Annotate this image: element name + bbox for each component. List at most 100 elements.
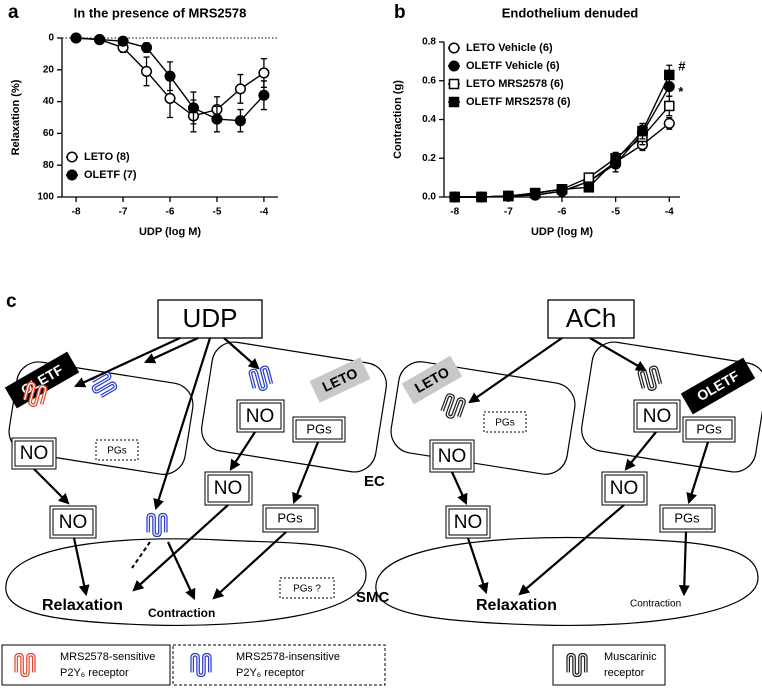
- x-tick-label: -4: [259, 207, 268, 218]
- contraction-label: Contraction: [630, 599, 681, 610]
- receptor-icon: [439, 392, 467, 422]
- no-label: NO: [610, 478, 639, 499]
- agonist-box: [547, 299, 635, 339]
- marker: [449, 191, 460, 203]
- marker: [211, 113, 223, 125]
- legend-label: OLETF Vehicle (6): [466, 60, 560, 72]
- pgs-box: [279, 577, 335, 599]
- y-tick-label: 20: [43, 64, 55, 75]
- panel-label: b: [394, 2, 406, 23]
- pgs-label: PGs: [306, 421, 332, 436]
- no-label: NO: [59, 512, 88, 533]
- endothelial-cell: [390, 361, 576, 475]
- x-tick-label: -7: [119, 207, 128, 218]
- marker: [556, 184, 568, 195]
- smooth-muscle-cell: [5, 538, 367, 626]
- no-label: NO: [214, 478, 243, 499]
- pgs-box: [483, 411, 527, 433]
- legend-label: LETO MRS2578 (6): [466, 78, 564, 90]
- legend-box: [1, 644, 171, 686]
- strain-tag: [309, 357, 371, 403]
- y-tick-label: 0.6: [422, 75, 436, 86]
- legend-box: [552, 644, 666, 686]
- no-boxes: [11, 399, 681, 539]
- marker: [117, 35, 129, 47]
- legend-box: [172, 644, 386, 686]
- legend-label: LETO Vehicle (6): [466, 42, 553, 54]
- relaxation-label: Relaxation: [42, 597, 123, 614]
- endothelial-cell: [201, 341, 387, 473]
- legend-label: P2Y₆ receptor: [60, 667, 129, 679]
- pgs-label: PGs: [107, 446, 126, 457]
- series-line: [454, 74, 670, 198]
- y-tick-label: 0: [48, 33, 54, 44]
- y-axis-label: Contraction (g): [392, 80, 404, 159]
- annotation: *: [678, 84, 684, 99]
- x-tick-label: -7: [504, 207, 513, 218]
- charts: a In the presence of MRS2578 UDP (log M) Re…: [8, 2, 686, 238]
- y-axis-label: Relaxation (%): [10, 79, 22, 155]
- agonist: ACh: [566, 303, 617, 333]
- no-label: NO: [454, 512, 483, 533]
- x-axis-label: UDP (log M): [531, 226, 593, 238]
- marker: [503, 190, 514, 202]
- legend-label: OLETF (7): [84, 169, 137, 181]
- receptor-icon: [636, 364, 664, 394]
- no-label: NO: [643, 406, 672, 427]
- y-tick-label: 100: [37, 192, 54, 203]
- series-line: [454, 105, 670, 198]
- receptor-icon: [87, 370, 119, 400]
- receptor-icon: [566, 652, 588, 678]
- x-tick-label: -4: [665, 207, 674, 218]
- pgs-label: PGs: [277, 510, 303, 525]
- x-tick-label: -8: [450, 207, 459, 218]
- marker: [70, 32, 82, 44]
- marker: [664, 69, 675, 81]
- panel-label: c: [6, 291, 17, 312]
- x-tick-label: -6: [166, 207, 175, 218]
- marker: [664, 100, 675, 112]
- x-tick-label: -5: [611, 207, 620, 218]
- marker: [637, 125, 648, 137]
- marker: [476, 191, 487, 203]
- chart-title: Endothelium denuded: [502, 5, 639, 20]
- ec-label: EC: [364, 473, 385, 490]
- y-tick-label: 0.4: [422, 114, 436, 125]
- y-tick-label: 0.2: [422, 153, 436, 164]
- smooth-muscle-cell: [375, 536, 759, 626]
- marker: [94, 34, 106, 46]
- marker: [140, 41, 153, 54]
- marker: [234, 115, 246, 127]
- no-label: NO: [246, 406, 275, 427]
- marker: [140, 65, 153, 77]
- marker: [187, 102, 200, 114]
- no-label: NO: [20, 443, 49, 464]
- marker: [529, 187, 541, 199]
- y-tick-label: 0.8: [422, 37, 436, 48]
- marker: [583, 182, 595, 193]
- agonist-box: [157, 299, 263, 339]
- marker: [258, 67, 270, 79]
- relaxation-label: Relaxation: [476, 597, 557, 614]
- legend-label: MRS2578-sensitive: [60, 651, 155, 663]
- y-tick-label: 0.0: [422, 192, 436, 203]
- x-tick-label: -5: [213, 207, 222, 218]
- receptor-icon: [190, 652, 212, 678]
- strain-tag: [401, 355, 463, 405]
- strain-tag: [680, 357, 756, 415]
- x-tick-label: -6: [558, 207, 567, 218]
- receptor-icon: [247, 364, 275, 394]
- chart-title: In the presence of MRS2578: [74, 5, 247, 20]
- y-tick-label: 80: [43, 160, 55, 171]
- pgs-label: PGs: [495, 418, 514, 429]
- x-axis-label: UDP (log M): [139, 226, 201, 238]
- marker: [164, 92, 176, 104]
- annotation: #: [678, 58, 686, 73]
- legend-label: P2Y₆ receptor: [236, 667, 305, 679]
- marker: [234, 83, 246, 95]
- marker: [663, 117, 675, 129]
- receptor-icon: [146, 512, 168, 538]
- marker: [164, 70, 176, 82]
- legend-marker: [66, 169, 78, 181]
